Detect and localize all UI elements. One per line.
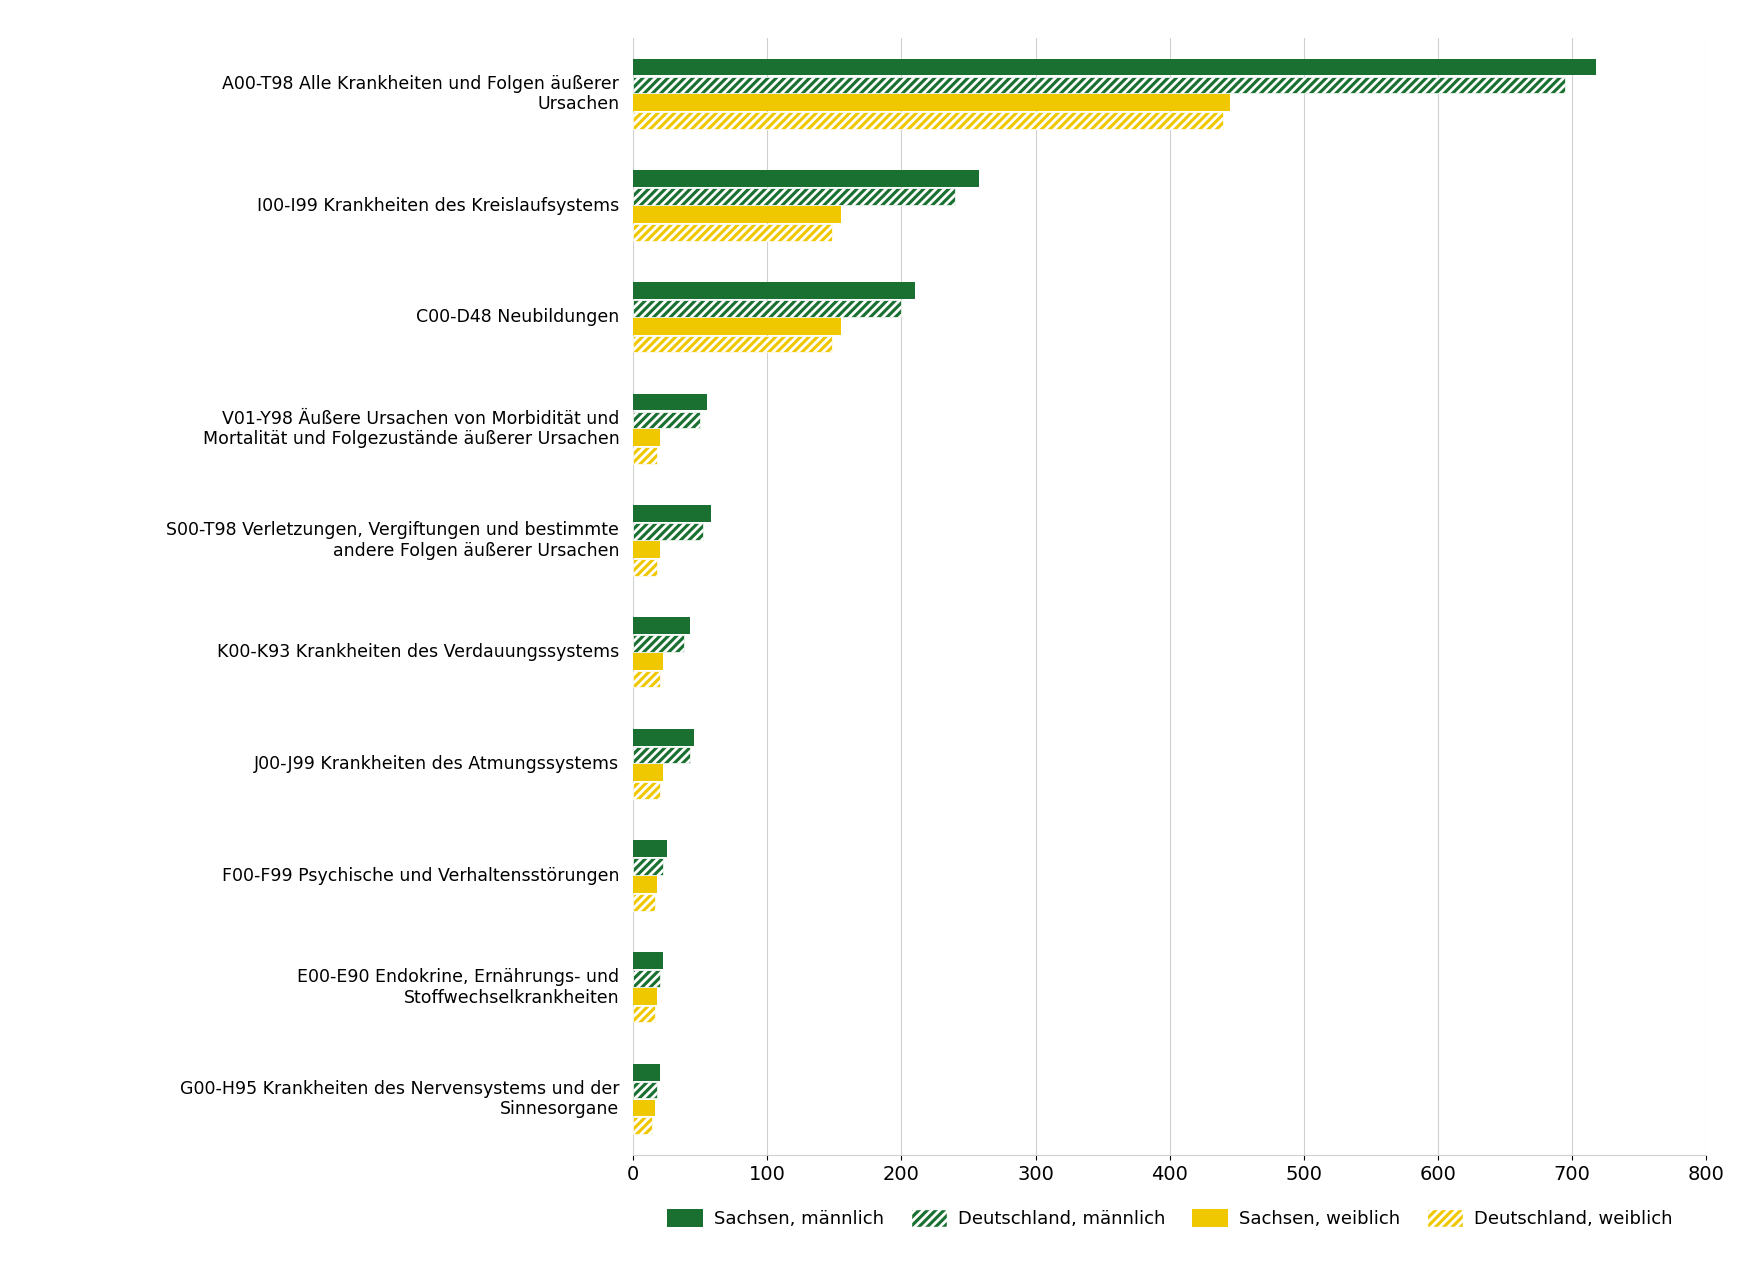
Bar — [633, 411, 700, 429]
Bar — [633, 858, 663, 876]
Bar — [633, 317, 841, 335]
Bar — [633, 970, 660, 987]
Bar — [633, 783, 660, 799]
Bar — [633, 617, 690, 633]
Bar — [633, 393, 707, 410]
Bar — [633, 895, 654, 911]
Bar — [633, 671, 660, 688]
Bar — [633, 170, 980, 187]
Bar — [633, 76, 1566, 94]
Bar — [633, 113, 1224, 129]
Bar — [633, 634, 684, 652]
Bar — [633, 336, 832, 353]
Bar — [633, 1099, 654, 1117]
Bar — [633, 1081, 658, 1099]
Bar — [633, 206, 841, 223]
Bar — [633, 728, 693, 745]
Legend: Sachsen, männlich, Deutschland, männlich, Sachsen, weiblich, Deutschland, weibli: Sachsen, männlich, Deutschland, männlich… — [660, 1202, 1680, 1235]
Bar — [633, 429, 660, 447]
Bar — [633, 987, 658, 1005]
Bar — [633, 94, 1230, 112]
Bar — [633, 560, 658, 576]
Bar — [633, 652, 663, 670]
Bar — [633, 448, 658, 464]
Bar — [633, 541, 660, 558]
Bar — [633, 764, 663, 782]
Bar — [633, 1063, 660, 1080]
Bar — [633, 282, 915, 298]
Bar — [633, 952, 663, 968]
Bar — [633, 876, 658, 893]
Bar — [633, 1118, 653, 1134]
Bar — [633, 1006, 654, 1023]
Bar — [633, 188, 955, 206]
Bar — [633, 299, 901, 317]
Bar — [633, 746, 690, 764]
Bar — [633, 505, 711, 522]
Bar — [633, 58, 1595, 75]
Bar — [633, 225, 832, 241]
Bar — [633, 840, 667, 857]
Bar — [633, 523, 704, 541]
